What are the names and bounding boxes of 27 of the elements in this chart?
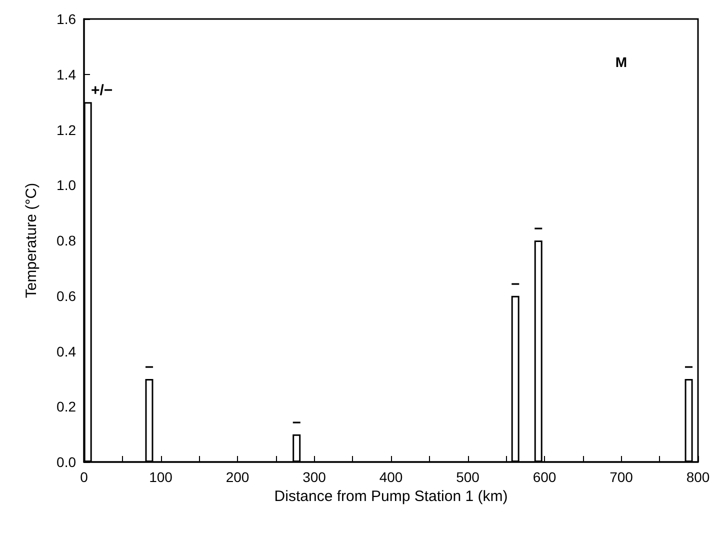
y-tick-label: 1.0 bbox=[56, 177, 76, 194]
data-label: +/− bbox=[90, 82, 113, 100]
x-tick-label: 600 bbox=[532, 469, 556, 485]
x-tick-label: 200 bbox=[226, 469, 250, 485]
y-tick-label: 0.8 bbox=[56, 232, 76, 248]
data-label: − bbox=[684, 358, 694, 376]
x-tick-label: 400 bbox=[379, 469, 403, 485]
x-tick-label: 800 bbox=[686, 469, 710, 485]
y-tick-label: 1.6 bbox=[56, 11, 76, 27]
x-axis-title: Distance from Pump Station 1 (km) bbox=[274, 488, 508, 505]
y-tick-label: 0.0 bbox=[56, 454, 76, 470]
data-label: − bbox=[144, 358, 154, 376]
x-tick-label: 100 bbox=[149, 469, 173, 485]
y-axis-title: Temperature (°C) bbox=[23, 182, 40, 298]
data-label: − bbox=[292, 414, 302, 432]
y-tick-label: 1.4 bbox=[56, 66, 76, 82]
data-label: − bbox=[534, 220, 543, 238]
x-tick-label: 300 bbox=[302, 469, 326, 485]
y-tick-label: 0.4 bbox=[56, 343, 76, 360]
annotation: M bbox=[615, 54, 628, 70]
y-tick-label: 0.6 bbox=[56, 288, 76, 304]
y-tick-label: 1.2 bbox=[56, 122, 76, 138]
x-tick-label: 500 bbox=[456, 469, 480, 485]
data-label: − bbox=[510, 276, 520, 293]
x-tick-label: 700 bbox=[610, 469, 634, 485]
y-tick-label: 0.2 bbox=[56, 398, 76, 415]
x-tick-label: 0 bbox=[80, 469, 88, 485]
